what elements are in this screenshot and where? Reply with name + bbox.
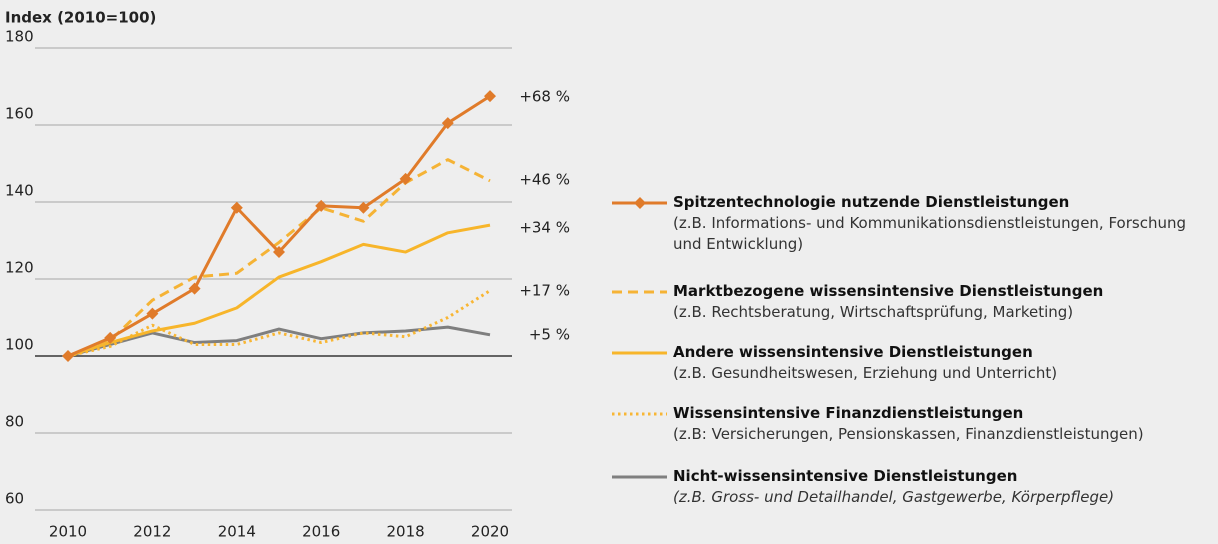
legend-swatch [612, 475, 667, 479]
series-line [67, 158, 491, 358]
data-marker [399, 172, 412, 185]
x-tick-label: 2020 [471, 523, 509, 541]
legend-name: Nicht-wissensintensive Dienstleistungen [673, 467, 1018, 485]
end-label: +17 % [519, 282, 570, 300]
legend-swatch [612, 197, 667, 209]
legend-entry: Wissensintensive Finanzdienstleistungen (… [610, 404, 1216, 445]
y-tick-label: 100 [5, 336, 34, 354]
x-tick-label: 2014 [218, 523, 256, 541]
end-label: +46 % [519, 171, 570, 189]
end-label: +5 % [529, 326, 570, 344]
legend-description: (z.B. Gross- und Detailhandel, Gastgewer… [673, 488, 1115, 506]
chart: Index (2010=100) 60 80 100 120 140 160 180 2010… [5, 9, 570, 541]
data-marker [441, 117, 454, 130]
x-tick-label: 2018 [387, 523, 425, 541]
legend-label: Nicht-wissensintensive Dienstleistungen [610, 467, 1216, 485]
legend-swatch [612, 290, 667, 294]
data-marker [146, 307, 159, 320]
data-marker [188, 282, 201, 295]
y-tick-label: 140 [5, 182, 34, 200]
y-tick-label: 180 [5, 28, 34, 46]
data-marker [357, 201, 370, 214]
x-tick-label: 2012 [133, 523, 171, 541]
x-tick-label: 2016 [302, 523, 340, 541]
data-marker [104, 331, 117, 344]
legend-description: (z.B: Versicherungen, Pensionskassen, Fi… [673, 425, 1144, 443]
legend-name: Spitzentechnologie nutzende Dienstleistu… [673, 193, 1070, 211]
legend-label: Marktbezogene wissensintensive Dienstlei… [610, 282, 1216, 300]
end-label: +34 % [519, 219, 570, 237]
legend-label: Wissensintensive Finanzdienstleistungen [610, 404, 1216, 422]
legend-entry: Spitzentechnologie nutzende Dienstleistu… [610, 193, 1216, 255]
data-marker [484, 90, 496, 103]
data-marker [315, 199, 328, 212]
legend-label: Andere wissensintensive Dienstleistungen [610, 343, 1216, 361]
data-marker [273, 246, 285, 259]
legend-entry: Nicht-wissensintensive Dienstleistungen (… [610, 467, 1216, 508]
series-line [67, 289, 491, 358]
data-marker [62, 350, 74, 362]
y-axis-label: Index (2010=100) [5, 9, 156, 27]
y-tick-label: 80 [5, 413, 24, 431]
series-line [67, 94, 491, 358]
legend-label: Spitzentechnologie nutzende Dienstleistu… [610, 193, 1216, 211]
end-label: +68 % [519, 88, 570, 106]
legend-name: Andere wissensintensive Dienstleistungen [673, 343, 1033, 361]
legend-description: (z.B. Gesundheitswesen, Erziehung und Un… [673, 364, 1058, 382]
legend-name: Wissensintensive Finanzdienstleistungen [673, 404, 1024, 422]
legend-marker [634, 197, 646, 209]
legend-swatch [612, 351, 667, 355]
y-tick-label: 120 [5, 259, 34, 277]
data-marker [230, 201, 243, 214]
legend-swatch [612, 412, 667, 416]
legend-name: Marktbezogene wissensintensive Dienstlei… [673, 282, 1104, 300]
legend-description: (z.B. Rechtsberatung, Wirtschaftsprüfung… [673, 303, 1074, 321]
y-tick-label: 60 [5, 490, 24, 508]
legend-description: (z.B. Informations- und Kommunikationsdi… [673, 214, 1187, 253]
series-line [67, 223, 491, 358]
x-tick-label: 2010 [49, 523, 87, 541]
y-tick-label: 160 [5, 105, 34, 123]
legend-entry: Andere wissensintensive Dienstleistungen… [610, 343, 1216, 384]
legend-entry: Marktbezogene wissensintensive Dienstlei… [610, 282, 1216, 323]
